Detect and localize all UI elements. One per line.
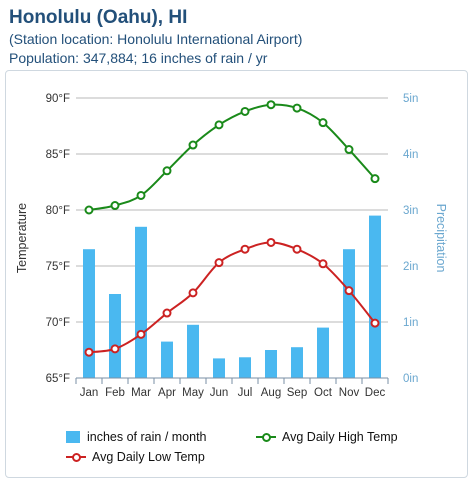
high-temp-point-dec — [370, 174, 380, 184]
high-temp-point-mar — [136, 190, 146, 200]
low-temp-line — [88, 241, 376, 354]
legend-label-low: Avg Daily Low Temp — [92, 450, 205, 464]
y-right-axis-title: Precipitation — [434, 204, 448, 273]
rain-bar-mar — [135, 226, 147, 378]
station-location: (Station location: Honolulu Internationa… — [9, 31, 303, 47]
legend-swatch-high — [256, 431, 276, 443]
x-tick-label: Feb — [105, 387, 125, 399]
x-tick-label: Apr — [158, 387, 176, 399]
high-temp-point-feb — [110, 201, 120, 211]
low-temp-point-may — [188, 288, 198, 298]
low-temp-point-feb — [110, 344, 120, 354]
high-temp-point-may — [188, 140, 198, 150]
rain-bar-sep — [291, 347, 303, 378]
legend-swatch-low — [66, 451, 86, 463]
high-temp-point-apr — [162, 166, 172, 176]
legend-item-high-temp[interactable]: Avg Daily High Temp — [256, 430, 398, 444]
low-temp-point-mar — [136, 329, 146, 339]
x-tick-label: Sep — [287, 387, 307, 399]
y-right-tick-label: 0in — [403, 373, 418, 385]
rain-bar-nov — [343, 249, 355, 378]
y-tick-label: 90°F — [46, 93, 70, 105]
high-temp-point-jan — [84, 205, 94, 215]
x-tick-label: Mar — [131, 387, 151, 399]
rain-bar-may — [187, 324, 199, 378]
rain-bar-apr — [161, 341, 173, 378]
low-temp-point-jun — [214, 258, 224, 268]
x-tick-label: Jul — [238, 387, 253, 399]
x-tick-label: Jun — [210, 387, 229, 399]
rain-bar-jul — [239, 357, 251, 378]
high-temp-point-jun — [214, 120, 224, 130]
y-right-tick-label: 5in — [403, 93, 418, 105]
legend-item-low-temp[interactable]: Avg Daily Low Temp — [66, 450, 205, 464]
legend-label-high: Avg Daily High Temp — [282, 430, 398, 444]
low-temp-point-apr — [162, 308, 172, 318]
x-tick-label: Oct — [314, 387, 333, 399]
page-title: Honolulu (Oahu), HI — [9, 7, 188, 28]
low-temp-point-nov — [344, 286, 354, 296]
population-info: Population: 347,884; 16 inches of rain /… — [9, 50, 268, 66]
low-temp-point-oct — [318, 259, 328, 269]
y-right-tick-label: 2in — [403, 261, 418, 273]
high-temp-point-oct — [318, 118, 328, 128]
rain-bar-jan — [83, 249, 95, 378]
high-temp-line — [88, 103, 376, 211]
climate-chart: 90°F 5in 85°F 4in 80°F 3in 75°F 2in 70°F 1in 65°F 0… — [15, 93, 448, 399]
legend-label-rain: inches of rain / month — [87, 430, 207, 444]
rain-bar-dec — [369, 215, 381, 378]
low-temp-point-aug — [266, 237, 276, 247]
low-temp-point-jan — [84, 347, 94, 357]
low-temp-point-sep — [292, 244, 302, 254]
x-tick-label: Nov — [339, 387, 360, 399]
x-tick-label: May — [182, 387, 204, 399]
y-right-tick-label: 4in — [403, 149, 418, 161]
rain-bar-aug — [265, 350, 277, 378]
y-right-tick-label: 3in — [403, 205, 418, 217]
legend-item-rain[interactable]: inches of rain / month — [66, 430, 207, 444]
rain-bar-feb — [109, 294, 121, 378]
y-tick-label: 70°F — [46, 317, 70, 329]
x-tick-label: Dec — [365, 387, 386, 399]
high-temp-point-nov — [344, 145, 354, 155]
chart-panel: 90°F 5in 85°F 4in 80°F 3in 75°F 2in 70°F 1in 65°F 0… — [5, 70, 468, 478]
high-temp-point-sep — [292, 103, 302, 113]
low-temp-point-jul — [240, 244, 250, 254]
low-temp-point-dec — [370, 318, 380, 328]
rain-bar-jun — [213, 358, 225, 378]
rain-bar-oct — [317, 327, 329, 378]
high-temp-point-jul — [240, 106, 250, 116]
y-axis-title: Temperature — [15, 203, 29, 273]
y-right-tick-label: 1in — [403, 317, 418, 329]
high-temp-point-aug — [266, 100, 276, 110]
y-tick-label: 80°F — [46, 205, 70, 217]
x-tick-label: Jan — [80, 387, 99, 399]
x-tick-label: Aug — [261, 387, 281, 399]
y-tick-label: 85°F — [46, 149, 70, 161]
legend-swatch-rain — [66, 431, 80, 443]
y-tick-label: 65°F — [46, 373, 70, 385]
y-tick-label: 75°F — [46, 261, 70, 273]
